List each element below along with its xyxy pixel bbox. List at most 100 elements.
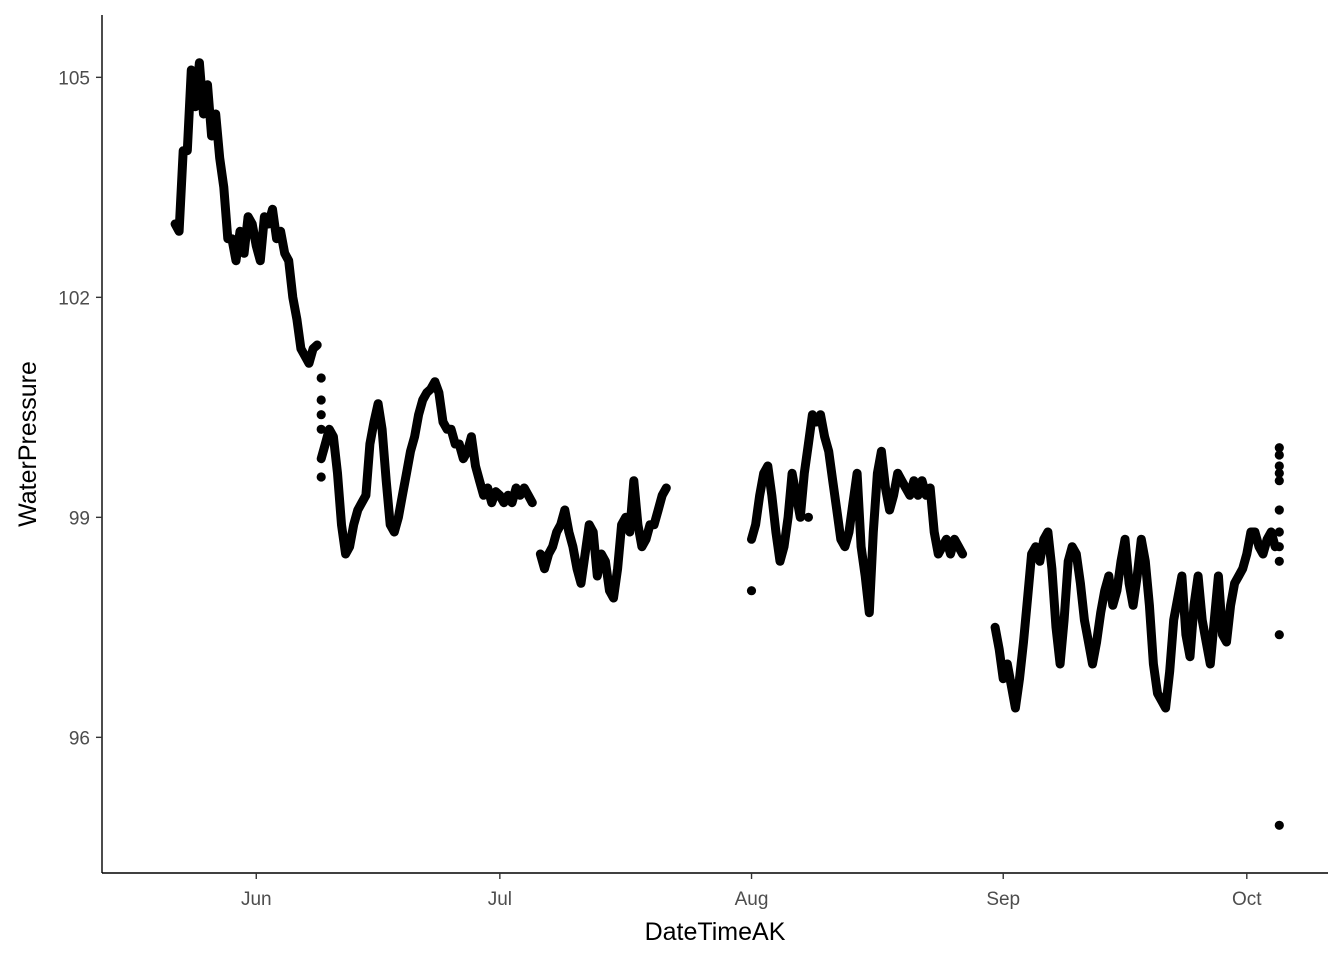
data-point — [207, 131, 216, 141]
data-point — [771, 527, 781, 537]
data-point — [479, 491, 488, 500]
data-point — [836, 535, 845, 544]
data-point — [804, 439, 813, 449]
data-point — [597, 549, 606, 559]
data-point — [1173, 593, 1183, 603]
data-point — [938, 542, 947, 551]
y-tick-label: 99 — [69, 508, 90, 529]
data-point — [280, 249, 289, 258]
data-point — [373, 399, 383, 408]
data-point — [1193, 571, 1203, 581]
data-point — [239, 249, 249, 258]
data-point — [406, 447, 415, 456]
data-point — [369, 417, 379, 427]
data-point — [313, 340, 322, 350]
data-point — [589, 527, 598, 537]
data-point — [572, 564, 582, 573]
data-point — [930, 527, 939, 537]
data-point — [808, 410, 817, 419]
data-point — [503, 491, 513, 500]
data-point — [1120, 535, 1130, 544]
dense-segment-0 — [170, 58, 322, 368]
data-point — [227, 234, 237, 243]
data-point — [426, 384, 435, 394]
data-point — [593, 571, 602, 581]
data-point — [471, 461, 480, 471]
data-point — [467, 432, 476, 441]
data-point — [954, 542, 963, 551]
data-point — [917, 476, 927, 485]
data-point — [353, 505, 362, 515]
data-point — [824, 447, 833, 456]
data-point — [365, 439, 375, 449]
data-point — [1059, 615, 1069, 625]
data-point — [418, 395, 427, 405]
data-point — [1274, 468, 1284, 478]
data-point — [1043, 527, 1053, 537]
data-point — [438, 417, 448, 427]
data-point — [446, 425, 456, 434]
x-axis-title: DateTimeAK — [645, 918, 786, 946]
y-axis-title: WaterPressure — [14, 361, 42, 527]
data-point — [905, 491, 915, 500]
data-point — [333, 469, 342, 478]
series-trace — [747, 410, 968, 618]
x-tick-label: Aug — [735, 889, 769, 910]
data-point — [1064, 557, 1073, 566]
data-point — [1141, 557, 1150, 566]
data-point — [1274, 542, 1284, 552]
x-tick-label: Sep — [986, 889, 1020, 910]
data-point — [1274, 476, 1284, 486]
data-point — [386, 520, 395, 529]
data-point — [812, 417, 821, 427]
x-tick-label: Jun — [241, 889, 272, 910]
data-point — [316, 395, 326, 405]
dense-segment-1 — [316, 377, 537, 559]
data-point — [1274, 505, 1284, 515]
data-point — [1202, 637, 1211, 647]
data-point — [1234, 571, 1243, 581]
data-point — [1088, 659, 1097, 669]
data-point — [284, 256, 293, 265]
data-point — [901, 483, 910, 493]
data-point — [321, 439, 330, 449]
data-point — [377, 425, 387, 434]
data-point — [751, 520, 760, 529]
data-point — [304, 359, 314, 368]
data-point — [877, 447, 886, 456]
data-point — [641, 535, 651, 544]
data-point — [990, 623, 1000, 632]
data-point — [1274, 443, 1284, 453]
data-point — [755, 491, 764, 500]
data-point — [568, 542, 578, 551]
data-point — [187, 65, 196, 75]
dense-segment-2 — [535, 476, 671, 603]
data-point — [779, 542, 789, 551]
data-point — [1104, 571, 1114, 581]
data-point — [893, 469, 902, 478]
data-point — [1133, 571, 1142, 581]
data-point — [852, 469, 862, 478]
data-point — [1072, 549, 1081, 559]
data-point — [296, 344, 306, 353]
data-point — [1051, 623, 1061, 632]
data-point — [909, 476, 919, 485]
data-point — [459, 454, 468, 463]
data-point — [1116, 557, 1126, 566]
data-point — [585, 520, 594, 529]
data-point — [248, 219, 257, 229]
data-point — [219, 183, 228, 192]
data-point — [1218, 630, 1227, 639]
data-point — [349, 520, 358, 529]
data-point — [199, 109, 208, 119]
data-point — [1096, 608, 1105, 617]
data-point — [1015, 674, 1024, 683]
data-point — [865, 608, 874, 617]
data-point — [950, 535, 959, 544]
data-point — [1258, 549, 1268, 559]
data-point — [231, 256, 241, 265]
data-point — [1230, 579, 1239, 588]
data-point — [1189, 601, 1199, 610]
data-point — [861, 571, 870, 581]
